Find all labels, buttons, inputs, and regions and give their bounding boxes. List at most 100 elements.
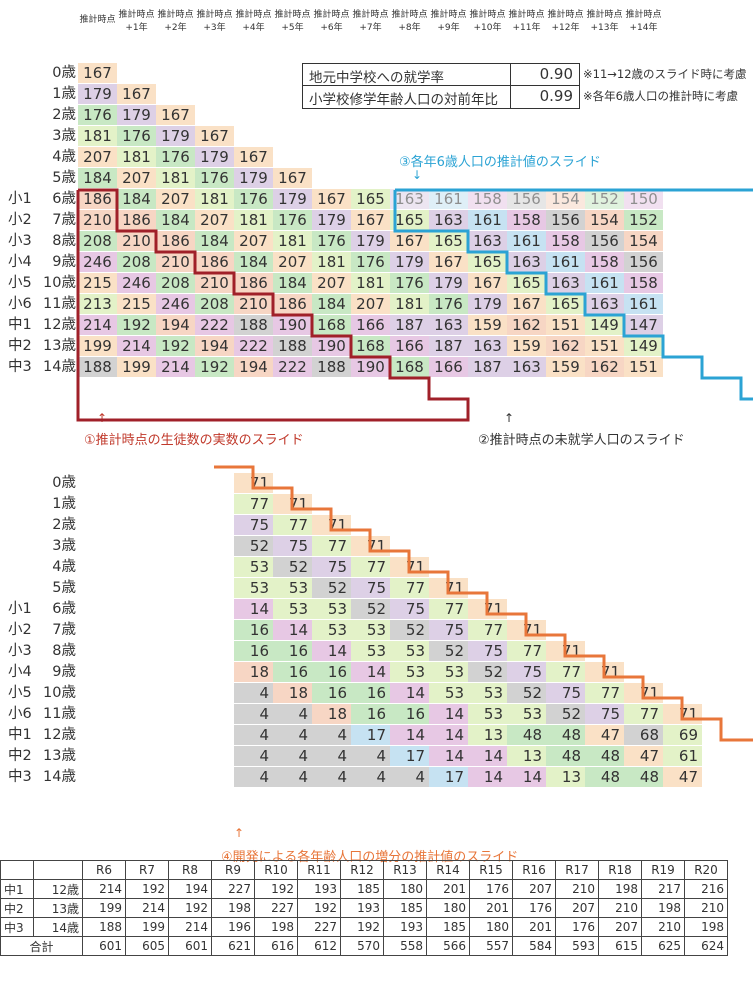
data-cell: 210 xyxy=(117,231,156,251)
grade-label: 中2 xyxy=(8,748,32,764)
column-header: 推計時点 +6年 xyxy=(312,9,351,35)
data-cell: 192 xyxy=(117,315,156,335)
column-header: 推計時点 +1年 xyxy=(117,9,156,35)
summary-cell: 210 xyxy=(555,879,599,899)
data-cell: 71 xyxy=(585,662,624,682)
data-cell: 162 xyxy=(585,357,624,377)
data-cell: 214 xyxy=(78,315,117,335)
age-label: 9歳 xyxy=(52,254,76,270)
data-cell: 16 xyxy=(273,641,312,661)
column-header-line2: +4年 xyxy=(242,23,265,33)
data-cell: 4 xyxy=(312,725,351,745)
data-cell: 71 xyxy=(507,620,546,640)
summary-cell: 214 xyxy=(168,917,212,937)
data-cell: 168 xyxy=(312,315,351,335)
grade-label: 中3 xyxy=(8,769,32,785)
age-label: 14歳 xyxy=(43,359,76,375)
summary-cell: 210 xyxy=(684,898,728,918)
data-cell: 166 xyxy=(429,357,468,377)
column-header-line2: +14年 xyxy=(629,23,658,33)
data-cell: 18 xyxy=(234,662,273,682)
data-cell: 71 xyxy=(312,515,351,535)
data-cell: 14 xyxy=(351,662,390,682)
data-cell: 48 xyxy=(507,725,546,745)
column-header-line1: 推計時点 xyxy=(157,10,194,20)
age-label: 13歳 xyxy=(43,338,76,354)
age-label: 3歳 xyxy=(52,538,76,554)
data-cell: 194 xyxy=(195,336,234,356)
age-label: 1歳 xyxy=(52,496,76,512)
data-cell: 16 xyxy=(351,704,390,724)
data-cell: 69 xyxy=(663,725,702,745)
summary-column-header: R8 xyxy=(168,860,212,880)
summary-cell: 227 xyxy=(297,917,341,937)
data-cell: 162 xyxy=(546,336,585,356)
summary-cell: 194 xyxy=(168,879,212,899)
data-cell: 186 xyxy=(117,210,156,230)
data-cell: 53 xyxy=(468,683,507,703)
enrollment-rate-value: 0.90 xyxy=(539,65,573,83)
summary-cell: 201 xyxy=(469,898,513,918)
data-cell: 52 xyxy=(429,641,468,661)
data-cell: 154 xyxy=(585,210,624,230)
data-cell: 163 xyxy=(468,231,507,251)
data-cell: 151 xyxy=(585,336,624,356)
data-cell: 53 xyxy=(351,620,390,640)
data-cell: 179 xyxy=(429,273,468,293)
data-cell: 167 xyxy=(312,189,351,209)
summary-cell: 198 xyxy=(254,917,298,937)
summary-cell: 176 xyxy=(469,879,513,899)
data-cell: 53 xyxy=(468,704,507,724)
data-cell: 167 xyxy=(351,210,390,230)
summary-age: 12歳 xyxy=(33,879,83,899)
data-cell: 14 xyxy=(390,725,429,745)
data-cell: 71 xyxy=(390,557,429,577)
annotation-1-label: ①推計時点の生徒数の実数のスライド xyxy=(84,433,304,448)
summary-header-row: R6 R7 R8 R9 R10 R11 R12 R13 R14 R15 R16 R17 R18 R19 R2… xyxy=(0,860,728,880)
data-cell: 77 xyxy=(546,662,585,682)
data-cell: 4 xyxy=(273,767,312,787)
data-cell: 188 xyxy=(273,336,312,356)
data-cell: 161 xyxy=(429,189,468,209)
data-cell: 17 xyxy=(351,725,390,745)
summary-total-cell: 624 xyxy=(684,936,728,956)
data-cell: 53 xyxy=(234,557,273,577)
grade-label: 小3 xyxy=(8,643,32,659)
data-cell: 163 xyxy=(507,252,546,272)
data-cell: 4 xyxy=(351,746,390,766)
summary-cell: 192 xyxy=(297,898,341,918)
summary-cell: 192 xyxy=(125,879,169,899)
data-cell: 53 xyxy=(390,641,429,661)
data-cell: 18 xyxy=(312,704,351,724)
data-cell: 14 xyxy=(234,599,273,619)
data-cell: 246 xyxy=(156,294,195,314)
summary-cell: 192 xyxy=(168,898,212,918)
summary-cell: 198 xyxy=(684,917,728,937)
summary-grade: 中3 xyxy=(0,917,34,937)
data-cell: 181 xyxy=(390,294,429,314)
age-label: 4歳 xyxy=(52,149,76,165)
summary-total-cell: 615 xyxy=(598,936,642,956)
data-cell: 163 xyxy=(429,210,468,230)
data-cell: 53 xyxy=(273,599,312,619)
age-label: 2歳 xyxy=(52,517,76,533)
column-header-line1: 推計時点 xyxy=(469,10,506,20)
info-box: 地元中学校への就学率 0.90 小学校修学年齢人口の対前年比 0.99 xyxy=(302,63,580,109)
age-label: 1歳 xyxy=(52,86,76,102)
data-cell: 167 xyxy=(468,273,507,293)
age-label: 11歳 xyxy=(43,706,76,722)
data-cell: 158 xyxy=(585,252,624,272)
data-cell: 179 xyxy=(156,126,195,146)
column-header-line1: 推計時点 xyxy=(118,10,155,20)
summary-column-header: R20 xyxy=(684,860,728,880)
data-cell: 176 xyxy=(234,189,273,209)
data-cell: 14 xyxy=(468,746,507,766)
summary-cell: 193 xyxy=(297,879,341,899)
info-divider xyxy=(510,63,511,109)
data-cell: 159 xyxy=(468,315,507,335)
summary-column-header: R7 xyxy=(125,860,169,880)
data-cell: 158 xyxy=(468,189,507,209)
summary-column-header: R11 xyxy=(297,860,341,880)
summary-grade: 中1 xyxy=(0,879,34,899)
column-header: 推計時点 +10年 xyxy=(468,9,507,35)
